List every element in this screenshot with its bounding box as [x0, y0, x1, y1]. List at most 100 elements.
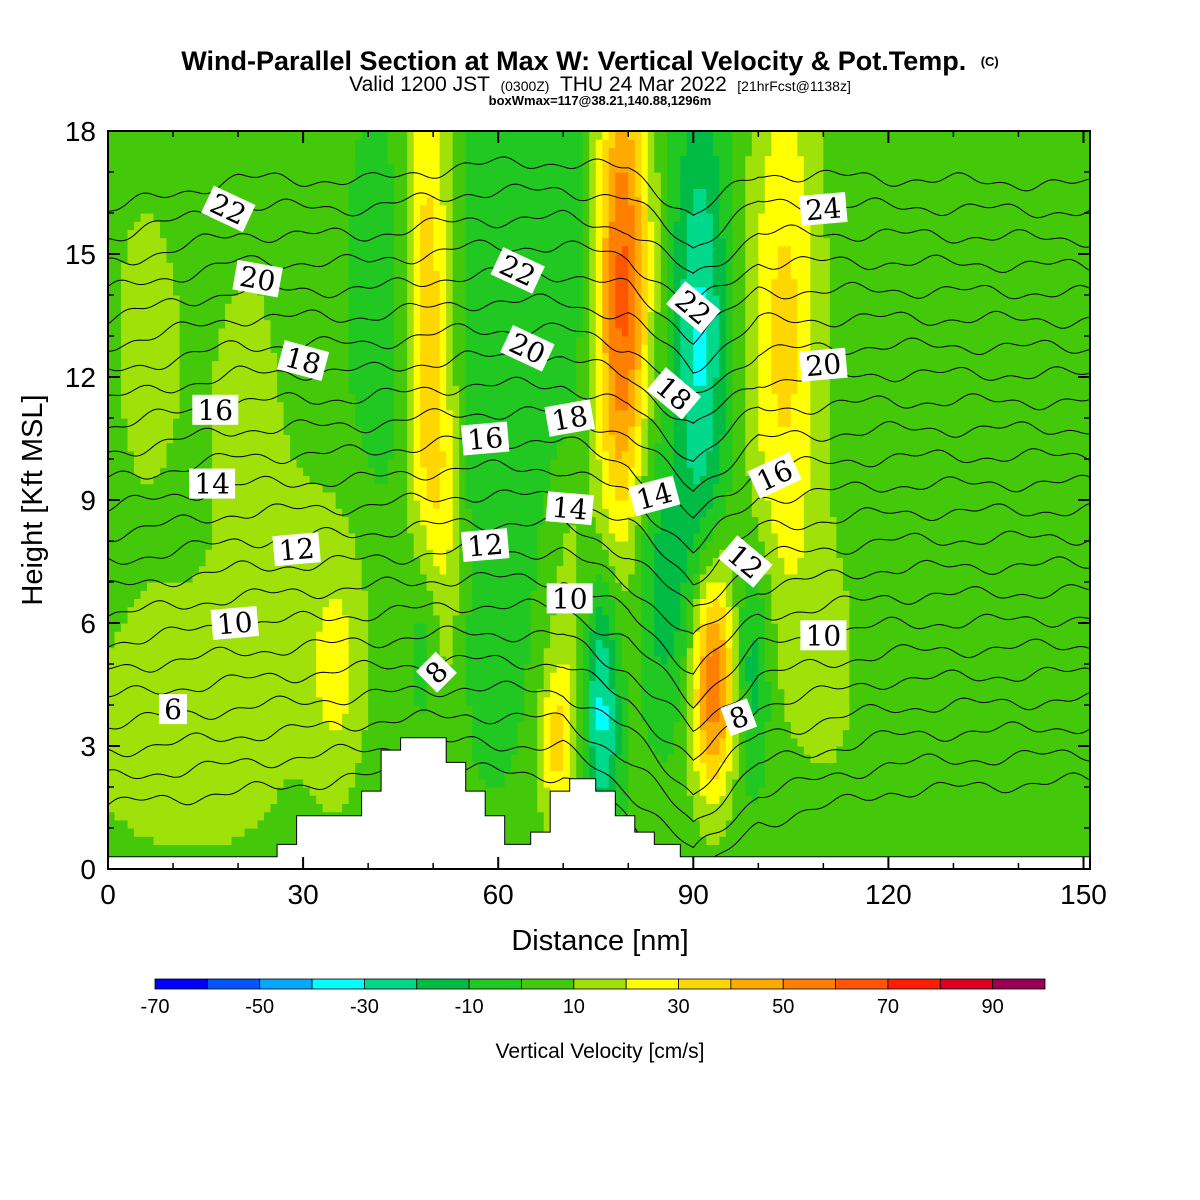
velocity-cell [407, 393, 415, 403]
velocity-cell [374, 606, 382, 616]
velocity-cell [127, 311, 135, 321]
velocity-cell [387, 319, 395, 329]
velocity-cell [439, 590, 447, 599]
velocity-cell [225, 270, 233, 280]
velocity-cell [283, 705, 291, 714]
velocity-cell [322, 163, 330, 173]
velocity-cell [264, 532, 272, 542]
velocity-cell [329, 475, 337, 485]
velocity-cell [465, 655, 473, 665]
velocity-cell [413, 237, 421, 247]
velocity-cell [257, 696, 265, 706]
velocity-cell [459, 647, 467, 657]
velocity-cell [134, 147, 142, 157]
velocity-cell [439, 327, 447, 337]
velocity-cell [127, 401, 135, 411]
velocity-cell [322, 327, 330, 337]
velocity-cell [160, 762, 168, 772]
velocity-cell [296, 508, 304, 517]
velocity-cell [381, 385, 389, 394]
velocity-cell [426, 385, 434, 394]
velocity-cell [459, 705, 467, 714]
velocity-cell [121, 418, 129, 427]
velocity-cell [212, 524, 220, 534]
velocity-cell [153, 770, 161, 780]
velocity-cell [426, 516, 434, 526]
velocity-cell [420, 614, 428, 624]
velocity-cell [387, 221, 395, 230]
velocity-cell [361, 778, 369, 788]
velocity-cell [465, 770, 473, 780]
velocity-cell [173, 319, 181, 329]
velocity-cell [277, 746, 285, 755]
velocity-cell [205, 377, 213, 386]
velocity-cell [277, 573, 285, 583]
velocity-cell [277, 385, 285, 394]
velocity-cell [322, 623, 330, 632]
velocity-cell [108, 245, 116, 255]
velocity-cell [212, 770, 220, 780]
velocity-cell [121, 254, 129, 263]
velocity-cell [205, 352, 213, 362]
velocity-cell [459, 254, 467, 263]
velocity-cell [114, 754, 122, 763]
velocity-cell [160, 614, 168, 624]
velocity-cell [121, 639, 129, 649]
velocity-cell [322, 409, 330, 419]
velocity-cell [420, 623, 428, 632]
velocity-cell [335, 221, 343, 230]
velocity-cell [140, 303, 148, 312]
velocity-cell [205, 844, 213, 854]
velocity-cell [179, 631, 187, 640]
velocity-cell [121, 795, 129, 804]
velocity-cell [173, 549, 181, 558]
velocity-cell [426, 278, 434, 288]
velocity-cell [420, 311, 428, 321]
velocity-cell [225, 557, 233, 567]
velocity-cell [361, 500, 369, 509]
velocity-cell [270, 557, 278, 567]
velocity-cell [283, 467, 291, 476]
velocity-cell [433, 590, 441, 599]
velocity-cell [446, 204, 454, 214]
velocity-cell [361, 368, 369, 378]
velocity-cell [342, 532, 350, 542]
velocity-cell [225, 139, 233, 148]
velocity-cell [348, 434, 356, 444]
velocity-cell [153, 721, 161, 731]
velocity-cell [108, 729, 116, 739]
velocity-cell [322, 770, 330, 780]
velocity-cell [303, 623, 311, 632]
velocity-cell [459, 549, 467, 558]
velocity-cell [296, 500, 304, 509]
velocity-cell [140, 803, 148, 813]
velocity-cell [316, 245, 324, 255]
velocity-cell [387, 705, 395, 714]
velocity-cell [140, 787, 148, 796]
velocity-cell [420, 336, 428, 345]
velocity-cell [381, 516, 389, 526]
velocity-cell [296, 778, 304, 788]
velocity-cell [251, 762, 259, 772]
velocity-cell [394, 327, 402, 337]
velocity-cell [309, 516, 317, 526]
velocity-cell [446, 754, 454, 763]
velocity-cell [199, 163, 207, 173]
velocity-cell [342, 582, 350, 591]
velocity-cell [270, 180, 278, 189]
velocity-cell [270, 623, 278, 632]
velocity-cell [335, 393, 343, 403]
velocity-cell [303, 582, 311, 591]
velocity-cell [322, 483, 330, 493]
velocity-cell [413, 459, 421, 468]
velocity-cell [173, 844, 181, 854]
velocity-cell [465, 778, 473, 788]
velocity-cell [179, 672, 187, 681]
velocity-cell [316, 803, 324, 813]
velocity-cell [251, 500, 259, 509]
velocity-cell [459, 672, 467, 681]
velocity-cell [134, 418, 142, 427]
velocity-cell [381, 319, 389, 329]
velocity-cell [140, 491, 148, 501]
velocity-cell [277, 434, 285, 444]
